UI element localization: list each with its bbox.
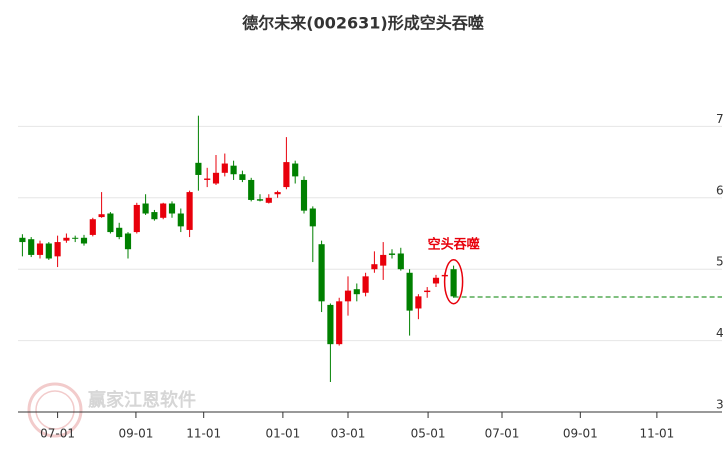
x-tick-label: 07-01 xyxy=(485,427,520,441)
x-tick-label: 09-01 xyxy=(563,427,598,441)
candle-body xyxy=(98,214,105,218)
candle-body xyxy=(36,243,44,255)
candle-body xyxy=(212,172,220,184)
candle-body xyxy=(300,179,308,211)
candle-body xyxy=(160,203,167,218)
candle-body xyxy=(388,253,396,255)
annotation: 空头吞噬 xyxy=(428,236,480,252)
candle-body xyxy=(406,272,413,311)
candle-body xyxy=(204,178,211,180)
candle-body xyxy=(19,237,26,243)
candle-body xyxy=(274,192,281,195)
candle-body xyxy=(89,219,96,235)
candle-body xyxy=(344,290,352,302)
candle-body xyxy=(54,242,61,257)
candle-body xyxy=(230,165,237,175)
candle-body xyxy=(248,179,255,200)
candle-body xyxy=(397,253,404,270)
candle-body xyxy=(168,203,176,214)
candle-body xyxy=(450,269,457,297)
candle-body xyxy=(72,237,79,239)
candle-body xyxy=(63,237,70,241)
candle-body xyxy=(283,162,290,188)
candle-body xyxy=(336,301,343,345)
candle-body xyxy=(177,213,184,227)
candle-body xyxy=(239,174,246,180)
candle-body xyxy=(80,237,88,244)
candle-body xyxy=(380,254,387,266)
y-tick-label: 4 xyxy=(716,326,724,340)
y-tick-label: 6 xyxy=(716,183,724,197)
candle-body xyxy=(371,264,378,270)
candle-body xyxy=(353,289,360,295)
candle-body xyxy=(292,163,299,177)
candle-body xyxy=(424,290,431,293)
candle-body xyxy=(107,213,114,233)
x-tick-label: 11-01 xyxy=(639,427,674,441)
candle-body xyxy=(327,304,334,345)
candle-body xyxy=(309,208,316,227)
y-tick-label: 5 xyxy=(716,255,724,269)
candle-body xyxy=(28,239,35,255)
y-tick-label: 3 xyxy=(716,398,724,412)
candle-body xyxy=(45,243,52,259)
candle-body xyxy=(195,162,202,175)
candle-body xyxy=(151,212,158,220)
candle-body xyxy=(116,227,123,238)
x-tick-label: 07-01 xyxy=(40,427,75,441)
candle-body xyxy=(124,233,132,250)
candle-body xyxy=(142,203,149,214)
watermark: 赢家江恩软件 xyxy=(88,389,196,411)
x-tick-label: 11-01 xyxy=(186,427,221,441)
x-tick-label: 09-01 xyxy=(118,427,153,441)
candle-body xyxy=(256,199,264,201)
candle-body xyxy=(415,296,422,309)
chart-title: 德尔未来(002631)形成空头吞噬 xyxy=(242,14,483,33)
y-tick-label: 7 xyxy=(716,112,724,126)
candle-body xyxy=(265,197,272,203)
candle-body xyxy=(362,276,369,293)
x-tick-label: 01-01 xyxy=(265,427,300,441)
candle-body xyxy=(432,277,440,284)
candle-body xyxy=(186,192,193,230)
candle-body xyxy=(133,204,140,233)
x-tick-label: 05-01 xyxy=(411,427,446,441)
x-tick-label: 03-01 xyxy=(331,427,366,441)
highlight-ellipse xyxy=(443,258,464,305)
candle-body xyxy=(221,163,228,173)
candle-body xyxy=(318,244,325,302)
watermark-logo xyxy=(27,382,83,438)
